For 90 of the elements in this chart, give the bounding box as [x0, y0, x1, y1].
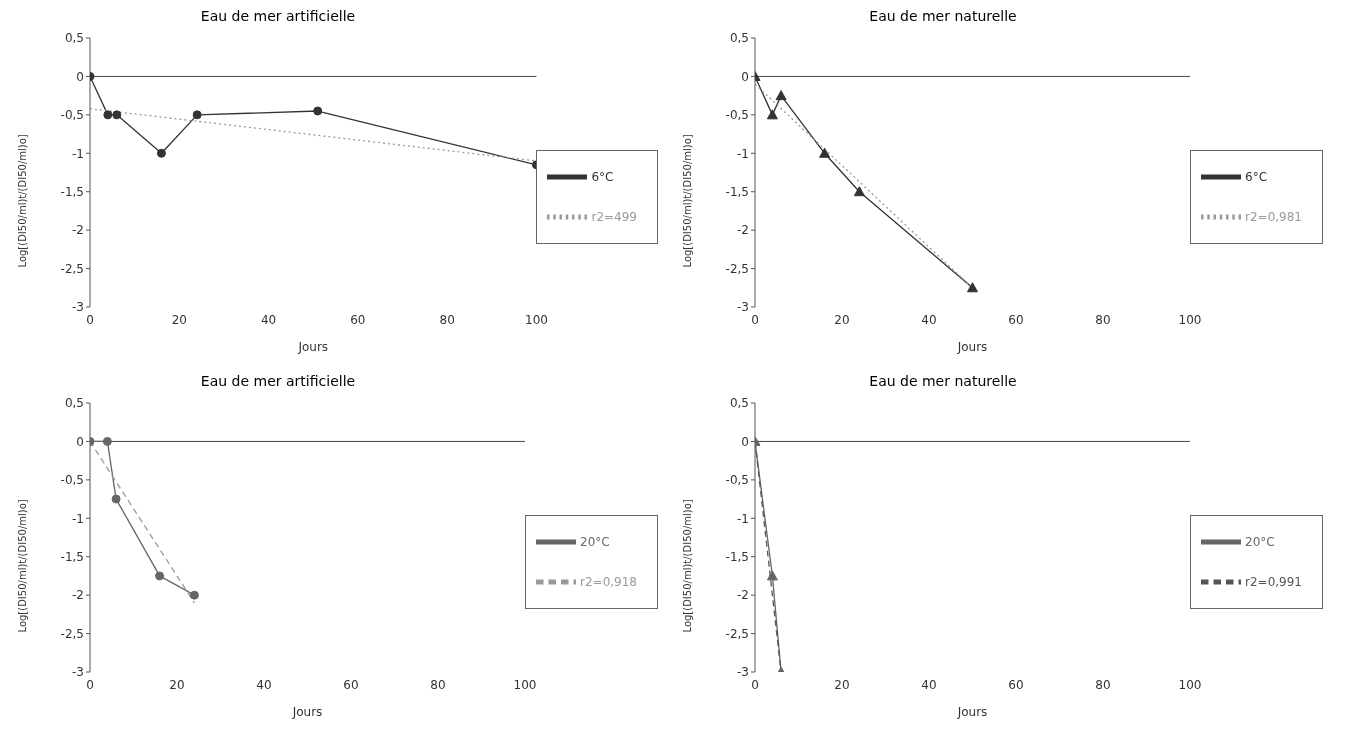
chart-title: Eau de mer artificielle — [199, 373, 357, 391]
y-tick-label: 0 — [76, 69, 84, 84]
point — [102, 436, 112, 446]
y-tick-label: -2,5 — [725, 626, 749, 641]
x-tick-label: 60 — [1008, 677, 1024, 692]
legend-label: 6°C — [591, 169, 614, 183]
chart-title: Eau de mer artificielle — [199, 8, 357, 26]
chart-title: Eau de mer naturelle — [868, 8, 1018, 26]
x-tick-label: 60 — [350, 312, 366, 327]
x-tick-label: 80 — [439, 312, 455, 327]
y-tick-label: -1 — [737, 511, 749, 526]
point — [192, 110, 202, 120]
y-tick-label: -0,5 — [60, 108, 84, 123]
y-tick-label: -1,5 — [725, 549, 749, 564]
point — [156, 148, 166, 158]
y-tick-label: -2,5 — [60, 626, 84, 641]
x-tick-label: 60 — [343, 677, 359, 692]
x-tick-label: 40 — [260, 312, 277, 327]
x-tick-label: 40 — [921, 312, 937, 327]
y-tick-label: -3 — [737, 300, 749, 315]
y-tick-label: -3 — [72, 665, 84, 680]
legend-label: 20°C — [1245, 534, 1275, 548]
x-tick-label: 0 — [751, 312, 759, 327]
y-tick-label: 0,5 — [64, 396, 84, 411]
x-tick-label: 20 — [834, 312, 850, 327]
y-tick-label: -1,5 — [60, 549, 84, 564]
legend-label: r2=0,991 — [1245, 574, 1302, 588]
x-axis-title: Jours — [291, 705, 323, 719]
y-tick-label: 0,5 — [729, 396, 749, 411]
y-tick-label: -2,5 — [60, 261, 84, 276]
y-tick-label: -2 — [737, 588, 749, 603]
x-tick-label: 80 — [430, 677, 446, 692]
y-tick-label: -0,5 — [725, 473, 749, 488]
x-tick-label: 60 — [1008, 312, 1024, 327]
x-tick-label: 100 — [1178, 677, 1202, 692]
y-tick-label: -2,5 — [725, 261, 749, 276]
y-tick-label: -1 — [72, 146, 84, 161]
y-tick-label: -2 — [72, 223, 84, 238]
point — [103, 110, 113, 120]
point — [775, 90, 787, 101]
x-tick-label: 100 — [1178, 312, 1202, 327]
point — [967, 282, 979, 293]
x-tick-label: 40 — [921, 677, 937, 692]
y-axis-title: Log[(DI50/ml)t/(DI50/ml)o] — [681, 134, 693, 268]
x-tick-label: 80 — [1095, 312, 1111, 327]
x-tick-label: 0 — [86, 677, 94, 692]
legend-label: r2=0,918 — [580, 574, 637, 588]
point — [155, 571, 165, 581]
y-tick-label: -1,5 — [725, 184, 749, 199]
x-tick-label: 20 — [169, 677, 185, 692]
x-tick-label: 0 — [86, 312, 94, 327]
y-tick-label: 0,5 — [64, 31, 84, 46]
point — [189, 590, 199, 600]
y-tick-label: 0 — [741, 69, 749, 84]
point — [313, 106, 323, 116]
y-tick-label: -3 — [72, 300, 84, 315]
y-tick-label: 0,5 — [729, 31, 749, 46]
x-tick-label: 20 — [834, 677, 850, 692]
y-tick-label: -0,5 — [60, 473, 84, 488]
y-axis-title: Log[(DI50/ml)t/(DI50/ml)o] — [16, 134, 28, 268]
point — [766, 109, 778, 120]
y-tick-label: -2 — [737, 223, 749, 238]
y-tick-label: -1 — [737, 146, 749, 161]
y-tick-label: -2 — [72, 588, 84, 603]
point — [819, 147, 831, 158]
y-tick-label: -0,5 — [725, 108, 749, 123]
x-axis-title: Jours — [956, 340, 988, 354]
legend-label: 20°C — [580, 534, 610, 548]
x-tick-label: 80 — [1095, 677, 1111, 692]
y-tick-label: -3 — [737, 665, 749, 680]
y-tick-label: 0 — [76, 434, 84, 449]
x-tick-label: 20 — [171, 312, 187, 327]
legend-label: 6°C — [1245, 169, 1268, 183]
legend-label: r2=499 — [591, 209, 637, 223]
x-tick-label: 0 — [751, 677, 759, 692]
x-tick-label: 40 — [256, 677, 272, 692]
legend-label: r2=0,981 — [1245, 209, 1302, 223]
x-tick-label: 100 — [525, 312, 548, 327]
point — [853, 186, 865, 197]
point — [112, 110, 122, 120]
x-tick-label: 100 — [513, 677, 537, 692]
x-axis-title: Jours — [956, 705, 988, 719]
y-tick-label: 0 — [741, 434, 749, 449]
x-axis-title: Jours — [297, 340, 329, 354]
y-axis-title: Log[(DI50/ml)t/(DI50/ml)o] — [16, 499, 28, 633]
chart-title: Eau de mer naturelle — [868, 373, 1018, 391]
y-tick-label: -1,5 — [60, 184, 84, 199]
y-tick-label: -1 — [72, 511, 84, 526]
y-axis-title: Log[(DI50/ml)t/(DI50/ml)o] — [681, 499, 693, 633]
point — [111, 494, 121, 504]
